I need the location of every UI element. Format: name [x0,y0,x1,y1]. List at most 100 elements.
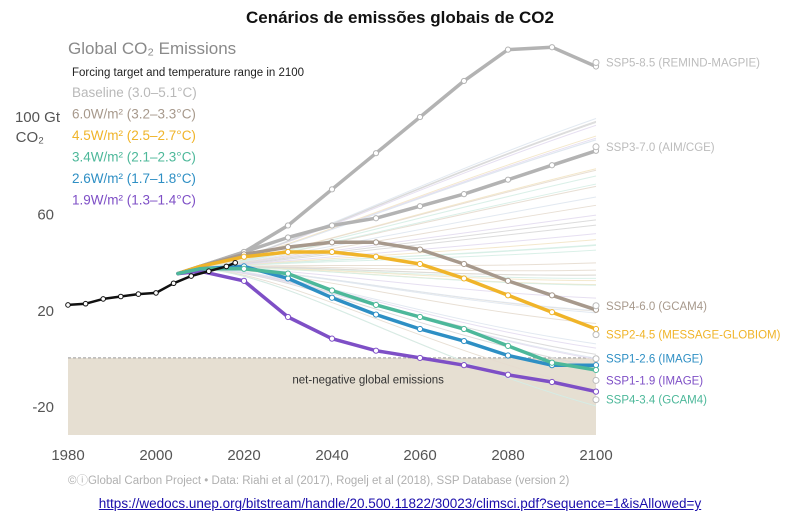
series-end-marker [592,331,600,339]
legend-entry: 4.5W/m² (2.5–2.7°C) [72,128,196,143]
series-end-marker [592,396,600,404]
series-4-point [328,294,336,301]
series-5-point [416,354,424,362]
series-3-point [504,292,512,299]
legend-entry: Baseline (3.0–5.1°C) [72,85,197,100]
series-label: SSP4-6.0 (GCAM4) [606,301,707,313]
series-label: SSP5-8.5 (REMIND-MAGPIE) [606,57,760,69]
y-axis-label: 100 Gt [15,109,61,126]
series-1-point [284,234,292,241]
series-label: SSP3-7.0 (AIM/CGE) [606,142,715,154]
series-6-point [548,359,556,366]
series-0-point [548,44,556,51]
legend-entry: 3.4W/m² (2.1–2.3°C) [72,150,196,165]
series-4-point [504,352,512,359]
series-0-point [416,113,424,121]
series-0-point [328,186,336,193]
series-1-point [460,191,468,198]
series-1-point [504,176,512,183]
series-3-point [240,253,248,260]
page-title: Cenários de emissões globais de CO2 [245,8,554,27]
source-link[interactable]: https://wedocs.unep.org/bitstream/handle… [98,496,702,511]
series-2-point [372,239,380,246]
y-tick-label: -20 [32,399,54,416]
historical-point [135,291,142,297]
series-3-point [548,309,556,316]
series-5-point [460,362,468,369]
background-scenario-line [199,268,597,345]
background-scenario-line [199,175,597,270]
x-tick-label: 2100 [579,447,612,464]
legend-entry: 6.0W/m² (3.2–3.3°C) [72,107,196,122]
x-tick-label: 2040 [315,447,348,464]
historical-point [206,268,212,275]
series-end-marker [592,58,600,66]
historical-point [153,290,159,296]
legend-entry: 1.9W/m² (1.3–1.4°C) [72,193,196,208]
series-3-point [460,275,468,282]
series-6-point [328,287,336,294]
legend-entry: 2.6W/m² (1.7–1.8°C) [72,171,196,186]
series-end-marker [592,376,600,384]
series-5-point [240,277,248,284]
y-tick-label: 20 [37,303,54,320]
series-5-point [504,371,512,378]
series-label: SSP4-3.4 (GCAM4) [606,395,707,407]
historical-point [82,300,89,307]
credit-text: ©ⓘGlobal Carbon Project • Data: Riahi et… [68,474,569,487]
series-5-point [328,335,336,342]
background-scenario-line [199,268,597,391]
series-1-point [328,222,336,229]
series-end-marker [592,355,600,363]
series-2-point [416,246,424,253]
y-tick-label: 60 [37,206,54,223]
series-5-point [548,378,556,386]
series-5-point [592,388,600,395]
series-0-point [504,46,512,53]
series-6-point [416,313,424,321]
series-1-point [372,215,380,222]
x-tick-label: 2000 [139,447,172,464]
series-2-point [504,277,512,284]
series-3-point [372,253,380,260]
series-3-point [284,248,292,256]
series-label: SSP1-1.9 (IMAGE) [606,375,703,387]
series-3-point [416,260,424,268]
series-3-point [592,325,600,333]
series-end-marker [592,302,600,310]
series-5-point [284,313,292,321]
series-4-point [416,325,424,333]
x-tick-label: 2060 [403,447,436,464]
historical-point [118,293,124,300]
series-3-point [328,248,336,256]
series-6-point [240,265,248,272]
series-end-marker [592,143,600,151]
series-6-point [592,366,600,374]
series-4-point [460,337,468,345]
series-6-point [460,325,468,333]
net-negative-label: net-negative global emissions [292,375,444,387]
net-negative-region [68,357,596,435]
series-0-point [284,222,292,229]
y-axis-label-unit: CO₂ [16,129,45,146]
x-tick-label: 2080 [491,447,524,464]
series-6-point [504,342,512,349]
series-6-point [372,301,380,309]
historical-point [100,296,106,302]
x-tick-label: 2020 [227,447,260,464]
legend-header: Forcing target and temperature range in … [72,67,304,79]
background-scenario-line [199,219,597,270]
series-4-point [372,311,380,318]
series-2-point [460,260,468,268]
historical-point [223,263,230,270]
series-6-point [284,270,292,277]
historical-point [188,273,194,279]
chart-title: Global CO₂ Emissions [68,39,236,58]
series-5-point [372,347,380,354]
series-0-point [460,77,468,85]
series-1-point [416,203,424,210]
series-label: SSP2-4.5 (MESSAGE-GLOBIOM) [606,330,781,342]
historical-point [65,302,71,308]
series-0-point [372,150,380,157]
